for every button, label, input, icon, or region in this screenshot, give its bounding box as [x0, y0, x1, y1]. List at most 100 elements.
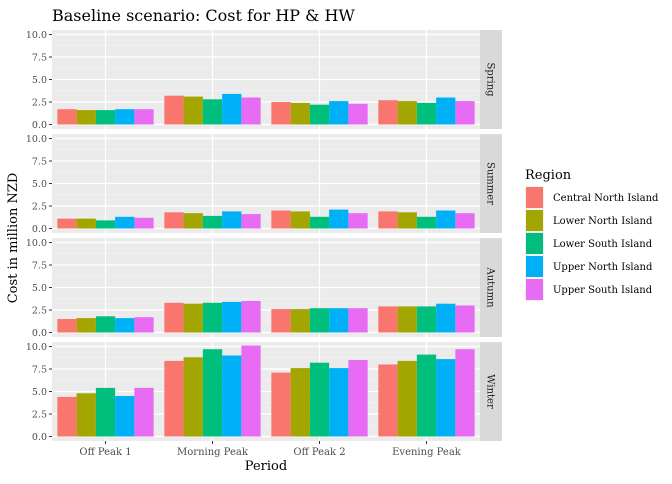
bar-autumn-1-2	[202, 302, 223, 333]
chart-title: Baseline scenario: Cost for HP & HW	[52, 6, 355, 25]
x-axis: Off Peak 1 Morning Peak Off Peak 2 Evening …	[79, 441, 462, 458]
bar-autumn-3-1	[397, 306, 417, 333]
bar-spring-3-2	[416, 102, 437, 125]
y-tick-label: 10.0	[26, 342, 47, 353]
bar-autumn-0-2	[95, 316, 116, 333]
y-tick-label: 0.0	[32, 432, 47, 443]
bar-summer-1-3	[222, 211, 242, 229]
bar-autumn-0-4	[134, 317, 154, 333]
y-tick-label: 2.5	[32, 202, 47, 213]
bar-spring-2-1	[290, 102, 310, 125]
bar-autumn-0-1	[76, 318, 96, 333]
bar-autumn-1-0	[164, 302, 184, 333]
bar-summer-3-0	[378, 211, 398, 229]
y-axis-label: Cost in million NZD	[6, 173, 21, 304]
bar-summer-2-0	[271, 210, 291, 229]
legend-label: Central North Island	[553, 193, 659, 204]
facet-strip	[480, 238, 502, 337]
legend-swatch	[526, 187, 543, 208]
facet-strip-label: Spring	[485, 62, 496, 97]
facet-strip	[480, 134, 502, 233]
bar-summer-3-3	[436, 210, 456, 229]
y-tick-label: 10.0	[26, 238, 47, 249]
bar-spring-2-0	[271, 102, 291, 125]
bar-spring-3-3	[436, 97, 456, 125]
bar-winter-2-1	[290, 368, 310, 437]
bar-winter-1-4	[241, 345, 261, 437]
bar-summer-0-2	[95, 220, 116, 229]
bar-winter-1-1	[183, 357, 203, 437]
bar-summer-3-2	[416, 216, 437, 229]
bar-winter-0-4	[134, 387, 154, 437]
bar-spring-1-4	[241, 97, 261, 125]
bar-spring-0-2	[95, 110, 116, 125]
bar-spring-3-1	[397, 101, 417, 125]
y-tick-label: 2.5	[32, 306, 47, 317]
facet-panel-winter: 0.0 2.5 5.0 7.5 10.0 Winter	[26, 342, 502, 443]
bar-spring-3-0	[378, 100, 398, 125]
bar-summer-3-4	[455, 213, 475, 229]
bar-autumn-2-1	[290, 309, 310, 333]
y-tick-label: 10.0	[26, 30, 47, 41]
bar-summer-0-4	[134, 217, 154, 229]
bar-summer-1-1	[183, 213, 203, 229]
x-tick-label: Off Peak 1	[79, 447, 131, 458]
bar-spring-2-4	[348, 103, 368, 125]
y-tick-label: 0.0	[32, 328, 47, 339]
legend-swatch	[526, 233, 543, 254]
bar-winter-3-4	[455, 349, 475, 437]
bar-spring-1-3	[222, 93, 242, 125]
y-tick-label: 5.0	[32, 179, 47, 190]
facet-strip	[480, 30, 502, 129]
bar-autumn-3-2	[416, 306, 437, 333]
bar-summer-1-0	[164, 212, 184, 229]
legend: Region Central North Island Lower North I…	[525, 168, 659, 301]
bar-winter-3-0	[378, 364, 398, 437]
bar-winter-2-0	[271, 372, 291, 437]
bar-spring-0-1	[76, 110, 96, 125]
bar-winter-3-2	[416, 354, 437, 437]
y-tick-label: 7.5	[32, 157, 47, 168]
bar-winter-2-3	[329, 368, 349, 437]
y-tick-label: 2.5	[32, 410, 47, 421]
bar-winter-3-1	[397, 360, 417, 437]
y-tick-label: 5.0	[32, 283, 47, 294]
bar-autumn-2-4	[348, 308, 368, 333]
bar-spring-1-2	[202, 99, 223, 125]
legend-title: Region	[525, 168, 572, 183]
bar-autumn-3-0	[378, 306, 398, 333]
facet-strip	[480, 342, 502, 441]
legend-swatch	[526, 279, 543, 300]
bar-winter-1-0	[164, 360, 184, 437]
bar-winter-3-3	[436, 359, 456, 437]
legend-label: Upper South Island	[553, 285, 653, 296]
bar-spring-3-4	[455, 101, 475, 125]
bar-winter-0-0	[57, 396, 77, 437]
legend-label: Upper North Island	[553, 262, 653, 273]
bar-autumn-3-4	[455, 305, 475, 333]
y-tick-label: 0.0	[32, 224, 47, 235]
facet-panel-autumn: 0.0 2.5 5.0 7.5 10.0 Autumn	[26, 238, 502, 339]
bar-summer-0-0	[57, 218, 77, 229]
facet-panel-spring: 0.0 2.5 5.0 7.5 10.0 Spring	[26, 30, 502, 131]
bar-spring-0-0	[57, 109, 77, 125]
y-tick-label: 2.5	[32, 98, 47, 109]
bar-summer-2-2	[309, 216, 330, 229]
bar-autumn-0-0	[57, 319, 77, 333]
bar-summer-0-3	[115, 216, 135, 229]
bar-autumn-1-4	[241, 301, 261, 333]
bar-summer-1-4	[241, 214, 261, 229]
bar-spring-0-3	[115, 109, 135, 125]
bar-spring-2-2	[309, 104, 330, 125]
legend-swatch	[526, 210, 543, 231]
bar-winter-0-2	[95, 387, 116, 437]
facet-strip-label: Autumn	[485, 266, 496, 308]
x-tick-label: Evening Peak	[392, 447, 462, 458]
bar-autumn-0-3	[115, 318, 135, 333]
bar-winter-2-2	[309, 362, 330, 437]
bar-autumn-2-0	[271, 309, 291, 333]
y-tick-label: 5.0	[32, 387, 47, 398]
bar-winter-0-1	[76, 393, 96, 437]
